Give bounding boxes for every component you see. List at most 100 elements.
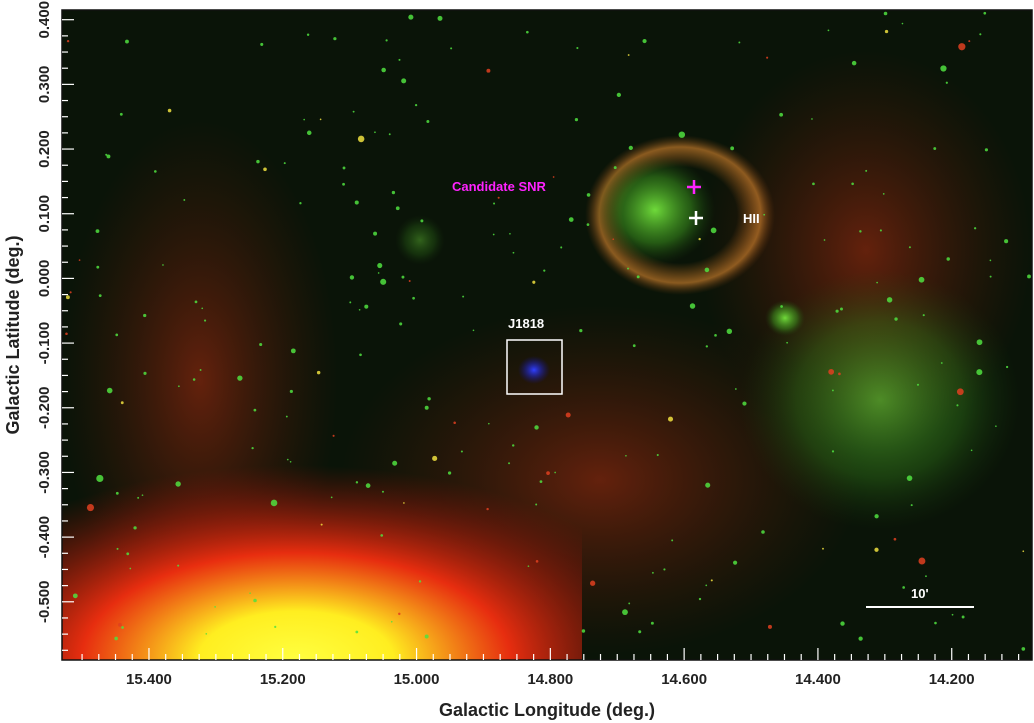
star: [395, 206, 400, 211]
star: [906, 475, 913, 481]
star: [388, 133, 391, 136]
star: [780, 305, 783, 308]
star: [114, 636, 118, 641]
star: [632, 344, 636, 348]
star: [289, 389, 293, 394]
star: [656, 453, 659, 457]
star: [539, 480, 543, 483]
star: [951, 613, 954, 616]
star: [493, 202, 496, 205]
star: [427, 397, 431, 401]
star: [143, 313, 147, 318]
star: [177, 564, 180, 567]
star: [989, 259, 992, 262]
star: [586, 193, 591, 197]
star: [705, 345, 709, 348]
star: [283, 162, 286, 165]
star: [349, 301, 352, 304]
star: [704, 267, 710, 273]
star: [671, 539, 674, 542]
star: [274, 625, 277, 629]
y-tick-label: -0.400: [36, 516, 53, 559]
star: [616, 92, 621, 98]
star: [119, 112, 123, 116]
star: [332, 434, 335, 437]
star: [710, 227, 717, 234]
plot-frame: [61, 9, 1033, 661]
star: [259, 342, 263, 347]
star: [733, 560, 738, 565]
star: [299, 202, 302, 205]
star: [851, 182, 854, 186]
star: [153, 170, 157, 173]
x-tick-label: 14.200: [929, 671, 975, 688]
star: [812, 182, 815, 186]
star: [303, 118, 305, 121]
star: [705, 584, 708, 587]
star: [767, 624, 772, 629]
star: [460, 450, 463, 453]
star: [874, 514, 879, 519]
star: [945, 81, 948, 84]
star: [1027, 274, 1031, 279]
star: [625, 454, 627, 457]
star: [116, 547, 119, 550]
star: [201, 307, 204, 310]
star: [742, 401, 747, 406]
star: [424, 405, 429, 410]
star: [925, 575, 927, 578]
star: [543, 269, 546, 272]
star: [342, 182, 345, 186]
star: [902, 586, 905, 589]
star: [527, 565, 530, 567]
star: [894, 317, 898, 321]
star: [590, 580, 596, 586]
y-tick-label: 0.000: [36, 260, 53, 298]
star: [893, 537, 897, 541]
star: [730, 146, 735, 151]
star: [65, 295, 70, 300]
star: [766, 56, 769, 59]
star: [408, 280, 411, 282]
star: [858, 636, 863, 641]
star: [355, 481, 359, 484]
star: [66, 39, 70, 43]
star: [705, 482, 711, 488]
star: [983, 11, 987, 15]
star: [306, 33, 310, 36]
star: [678, 131, 686, 138]
star: [698, 237, 701, 241]
star: [106, 154, 111, 159]
hii-label: HII: [743, 211, 760, 226]
j1818-box: [506, 339, 563, 395]
star: [822, 547, 824, 550]
star: [828, 368, 835, 375]
star: [177, 385, 180, 388]
star: [354, 200, 359, 205]
star: [1022, 550, 1025, 553]
star: [638, 630, 642, 634]
star: [137, 496, 140, 499]
star: [373, 231, 378, 236]
star: [129, 567, 132, 570]
star: [779, 112, 784, 117]
star: [214, 605, 216, 608]
star: [970, 449, 973, 452]
star: [357, 135, 365, 143]
star: [526, 30, 529, 34]
star: [399, 322, 403, 326]
star: [183, 199, 186, 201]
star: [143, 371, 147, 375]
star: [579, 329, 583, 333]
star: [512, 251, 515, 254]
star: [391, 190, 396, 195]
star: [989, 275, 992, 278]
star: [901, 22, 904, 25]
star-field: [65, 11, 1031, 651]
axis-ticks: [62, 19, 1020, 660]
star: [511, 444, 515, 447]
star: [412, 296, 415, 300]
star: [316, 370, 321, 375]
star: [289, 460, 292, 463]
x-tick-label: 15.400: [126, 671, 172, 688]
